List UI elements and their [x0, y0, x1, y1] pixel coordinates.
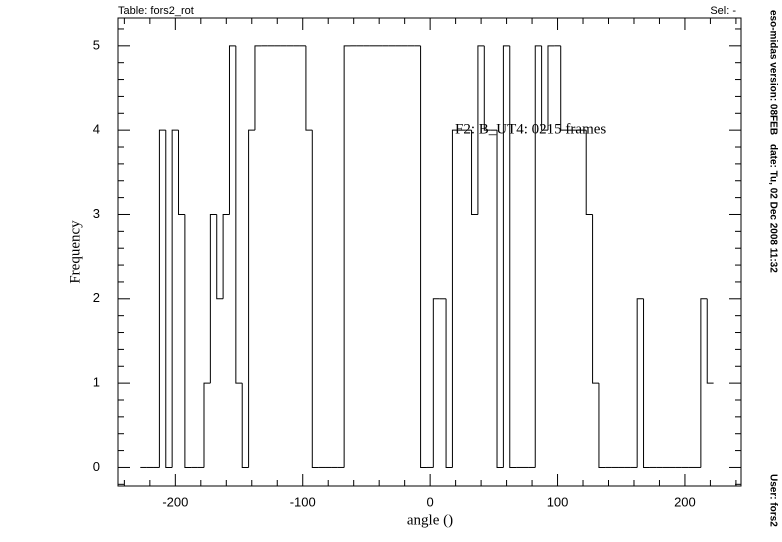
header-right: Sel: - — [710, 5, 736, 17]
histogram-step — [471, 130, 478, 215]
histogram-step — [477, 45, 485, 215]
histogram-step — [158, 129, 166, 468]
x-tick-label: 0 — [427, 494, 434, 509]
side-version: eso-midas version: 08FEB — [767, 10, 778, 135]
y-tick-label: 5 — [93, 37, 100, 52]
histogram-step — [209, 213, 217, 384]
annotation: F2: B_UT4: 0215 frames — [455, 121, 606, 137]
histogram-step — [254, 45, 262, 131]
side-date: date: Tu, 02 Dec 2008 11:32 — [767, 144, 778, 273]
histogram-step — [432, 298, 440, 468]
histogram-step — [165, 130, 173, 468]
histogram-step — [560, 45, 568, 131]
histogram-step — [585, 130, 593, 215]
x-tick-label: 200 — [674, 494, 696, 509]
y-tick-label: 1 — [93, 375, 100, 390]
x-tick-label: 100 — [547, 494, 569, 509]
histogram-step — [706, 298, 714, 384]
histogram-step — [502, 45, 510, 468]
histogram-step — [547, 45, 555, 131]
histogram-step — [700, 298, 708, 468]
histogram-step — [509, 45, 517, 468]
histogram-step — [178, 130, 185, 215]
histogram-step — [636, 298, 644, 468]
histogram-step — [228, 45, 236, 215]
histogram-step — [643, 298, 650, 468]
histogram-step — [541, 45, 548, 131]
y-tick-label: 0 — [93, 459, 100, 474]
histogram-step — [420, 45, 427, 468]
histogram-step — [451, 129, 459, 468]
histogram-step — [311, 130, 319, 468]
histogram-step — [241, 383, 249, 468]
side-user: User: fors2 — [767, 474, 778, 527]
x-tick-label: -100 — [290, 494, 316, 509]
histogram-step — [203, 382, 211, 468]
y-tick-label: 4 — [93, 122, 100, 137]
histogram-step — [235, 45, 243, 384]
histogram-step — [216, 214, 224, 300]
y-axis-label: Frequency — [67, 220, 83, 284]
header-left: Table: fors2_rot — [118, 5, 194, 17]
histogram-step — [496, 130, 504, 468]
histogram-step — [598, 383, 606, 468]
histogram-step — [592, 214, 599, 384]
histogram-step — [222, 213, 230, 299]
histogram-step — [184, 214, 192, 468]
histogram-step — [534, 45, 542, 468]
histogram-step — [305, 45, 313, 131]
y-tick-label: 3 — [93, 206, 100, 221]
histogram-step — [248, 129, 255, 468]
y-tick-label: 2 — [93, 290, 100, 305]
histogram-step — [445, 298, 453, 468]
histogram-step — [171, 129, 179, 468]
x-tick-label: -200 — [162, 494, 188, 509]
plot-frame — [117, 17, 742, 487]
histogram-step — [343, 45, 351, 468]
histogram-step — [483, 45, 491, 131]
x-axis-label: angle () — [407, 512, 453, 528]
